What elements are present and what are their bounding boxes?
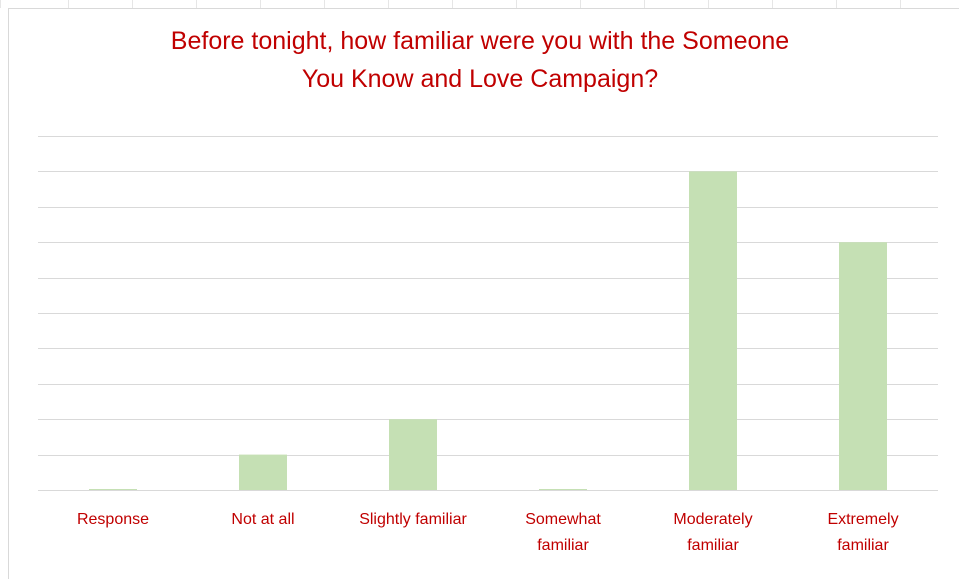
category-label-0: Response	[76, 511, 150, 528]
category-label-2: Slightly familiar	[359, 511, 467, 528]
bar-4[interactable]	[689, 171, 737, 490]
bar-3[interactable]	[539, 489, 587, 490]
category-label-4: Moderately familiar	[673, 511, 753, 554]
bar-0[interactable]	[89, 489, 137, 490]
bar-5[interactable]	[839, 242, 887, 490]
category-label-1: Not at all	[231, 511, 295, 528]
chart-title: Before tonight, how familiar were you wi…	[170, 27, 790, 93]
chart-area[interactable]	[8, 8, 959, 579]
category-label-5: Extremely familiar	[827, 511, 899, 554]
bar-1[interactable]	[239, 454, 287, 490]
category-label-3: Somewhat familiar	[525, 511, 601, 554]
bar-2[interactable]	[389, 419, 437, 490]
